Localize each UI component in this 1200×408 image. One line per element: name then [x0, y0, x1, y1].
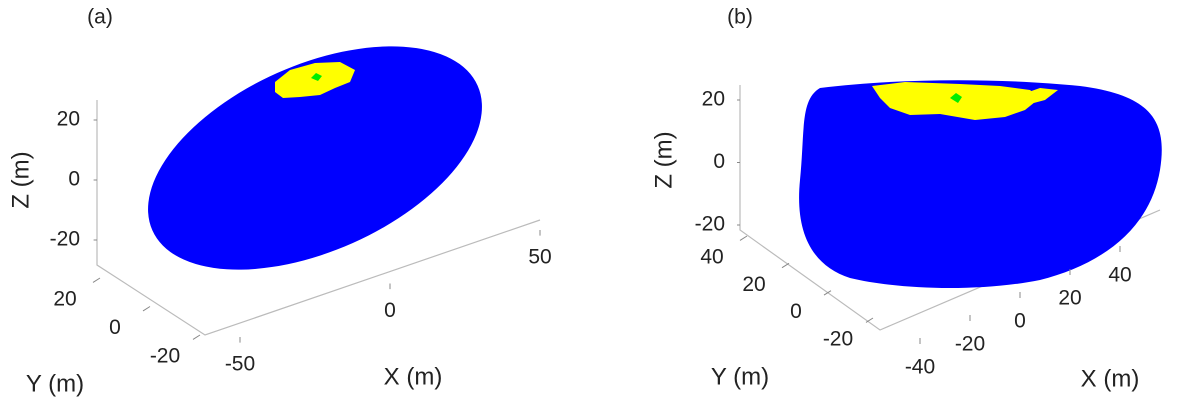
y-tick-label: 0	[790, 300, 802, 323]
x-tick-label: 50	[528, 246, 551, 269]
surface	[148, 46, 482, 270]
z-tick-label: 20	[57, 108, 80, 131]
x-tick-label: -20	[955, 333, 985, 356]
yellow-region	[872, 82, 1058, 120]
y-tick	[739, 235, 748, 241]
z-tick-label: 20	[702, 88, 725, 111]
y-tick	[781, 262, 790, 269]
green-region	[311, 73, 322, 81]
y-tick-label: 0	[109, 316, 121, 339]
y-axis-label: Y (m)	[26, 370, 84, 397]
z-tick-label: -20	[695, 213, 725, 236]
axis-box	[96, 100, 541, 336]
panel-label: (b)	[727, 6, 753, 29]
x-tick-label: 0	[384, 299, 396, 322]
y-tick-label: -20	[823, 328, 853, 351]
z-tick-label: -20	[50, 228, 80, 251]
x-axis-label: X (m)	[1081, 365, 1140, 392]
y-tick	[192, 334, 201, 340]
y-tick	[823, 290, 832, 296]
y-tick	[142, 306, 151, 312]
y-axis-label: Y (m)	[711, 363, 769, 390]
z-axis-label: Z (m)	[650, 131, 677, 188]
panel-a-axes	[96, 100, 541, 336]
green-region	[950, 93, 962, 103]
z-tick-label: 0	[713, 150, 725, 173]
yellow-region	[275, 62, 355, 98]
y-tick	[92, 277, 101, 283]
x-tick-label: -50	[225, 353, 255, 376]
surface	[799, 80, 1162, 289]
z-tick-label: 0	[68, 168, 80, 191]
y-tick	[865, 317, 874, 323]
x-axis-label: X (m)	[384, 363, 443, 390]
x-tick-label: 20	[1058, 287, 1081, 310]
surfaces	[148, 46, 1162, 289]
y-tick-label: 20	[53, 288, 76, 311]
x-tick-label: -40	[905, 356, 935, 379]
y-tick-label: -20	[150, 345, 180, 368]
y-tick-label: 40	[700, 246, 723, 269]
x-tick-label: 0	[1014, 310, 1026, 333]
panel-label: (a)	[87, 6, 113, 29]
x-tick-label: 40	[1108, 264, 1131, 287]
y-tick-label: 20	[742, 273, 765, 296]
z-axis-label: Z (m)	[7, 151, 34, 208]
